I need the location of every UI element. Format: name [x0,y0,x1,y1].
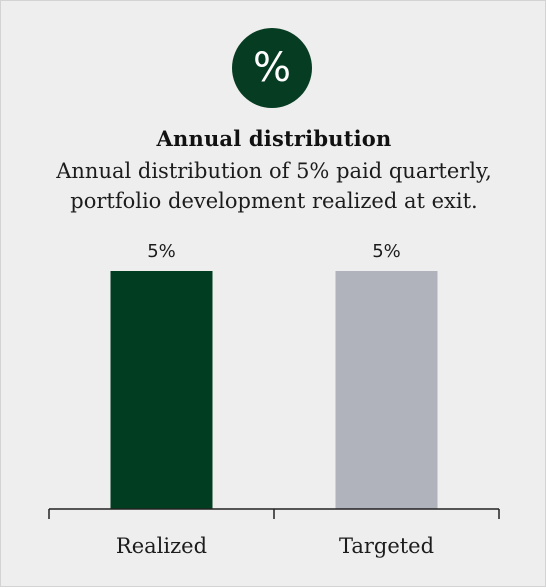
bar-realized [110,271,213,509]
tick-label-realized: Realized [116,534,207,558]
subtitle-line-2: portfolio development realized at exit. [70,189,478,213]
card-title: Annual distribution [156,126,392,151]
data-label-targeted: 5% [372,241,401,262]
tick-label-targeted: Targeted [339,534,434,558]
data-label-realized: 5% [147,241,176,262]
subtitle-line-1: Annual distribution of 5% paid quarterly… [56,159,492,183]
card-subtitle: Annual distribution of 5% paid quarterly… [1,156,546,216]
percent-icon-glyph: % [252,45,291,91]
bar-targeted [335,271,438,509]
percent-icon: % [232,28,312,108]
